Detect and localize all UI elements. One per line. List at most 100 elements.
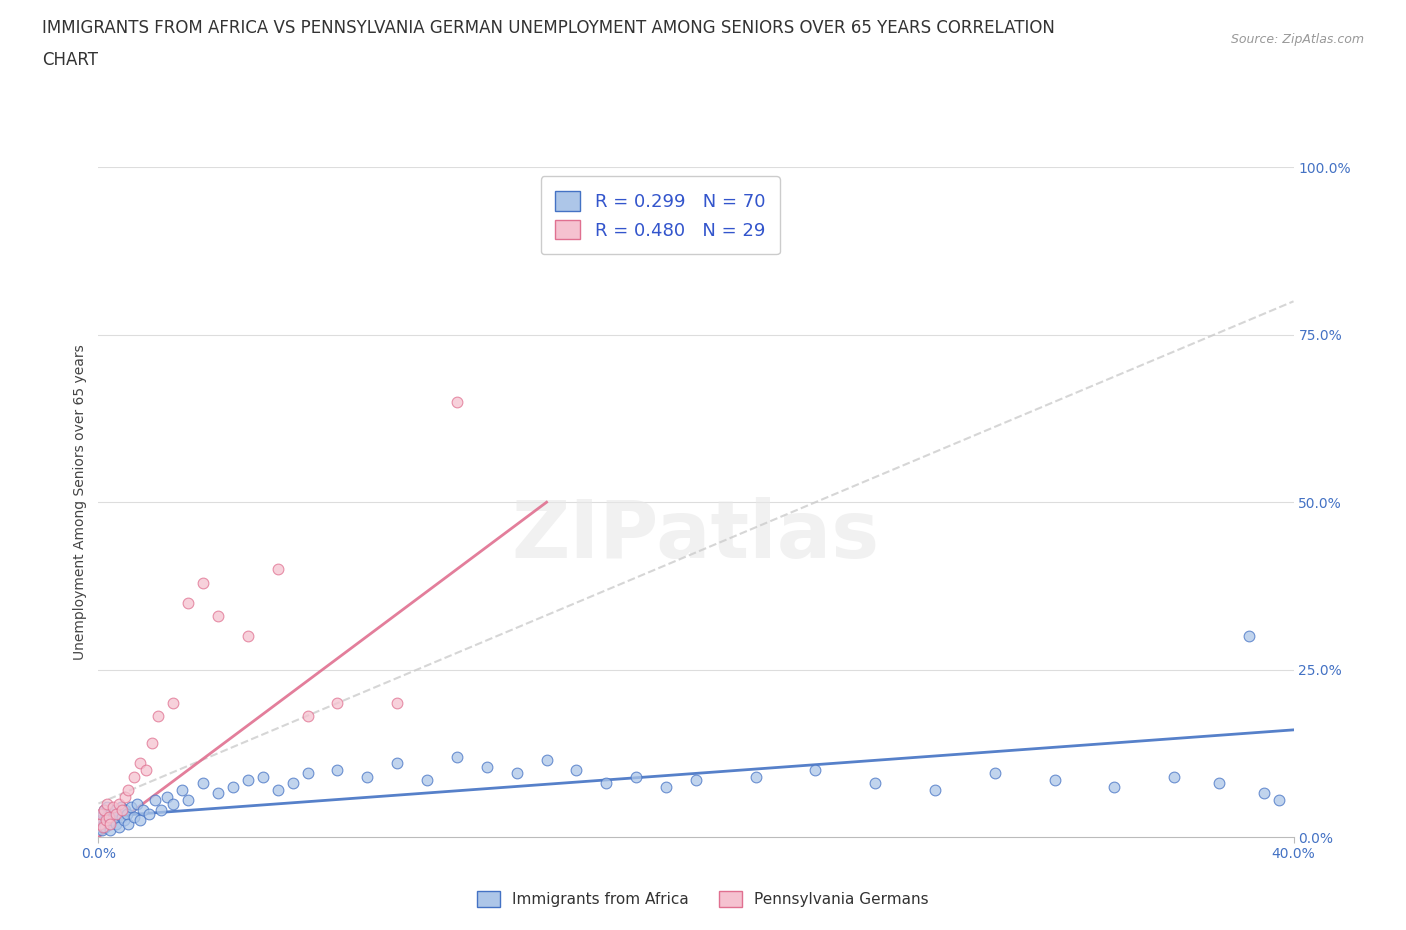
Legend: R = 0.299   N = 70, R = 0.480   N = 29: R = 0.299 N = 70, R = 0.480 N = 29 — [540, 177, 780, 254]
Point — [236, 629, 259, 644]
Point — [267, 783, 290, 798]
Point — [804, 763, 827, 777]
Point — [281, 776, 304, 790]
Point — [177, 595, 200, 610]
Point — [96, 813, 118, 828]
Point — [108, 796, 131, 811]
Point — [100, 823, 122, 838]
Point — [446, 394, 468, 409]
Point — [111, 809, 134, 824]
Point — [93, 803, 115, 817]
Point — [924, 783, 946, 798]
Point — [129, 756, 152, 771]
Point — [115, 806, 138, 821]
Point — [90, 806, 112, 821]
Point — [89, 819, 111, 834]
Point — [655, 779, 678, 794]
Point — [114, 790, 136, 804]
Point — [162, 796, 184, 811]
Point — [207, 786, 229, 801]
Text: IMMIGRANTS FROM AFRICA VS PENNSYLVANIA GERMAN UNEMPLOYMENT AMONG SENIORS OVER 65: IMMIGRANTS FROM AFRICA VS PENNSYLVANIA G… — [42, 19, 1054, 36]
Point — [96, 800, 118, 815]
Point — [89, 817, 111, 831]
Point — [132, 803, 155, 817]
Point — [94, 819, 117, 834]
Text: Source: ZipAtlas.com: Source: ZipAtlas.com — [1230, 33, 1364, 46]
Point — [105, 806, 128, 821]
Point — [297, 709, 319, 724]
Point — [506, 766, 529, 781]
Point — [104, 803, 127, 817]
Point — [94, 809, 117, 824]
Point — [267, 562, 290, 577]
Point — [150, 803, 173, 817]
Point — [111, 803, 134, 817]
Point — [97, 817, 120, 831]
Point — [162, 696, 184, 711]
Legend: Immigrants from Africa, Pennsylvania Germans: Immigrants from Africa, Pennsylvania Ger… — [471, 884, 935, 913]
Point — [745, 769, 768, 784]
Point — [326, 696, 349, 711]
Point — [984, 766, 1007, 781]
Point — [117, 783, 139, 798]
Point — [207, 608, 229, 623]
Point — [416, 773, 439, 788]
Point — [191, 776, 214, 790]
Point — [177, 792, 200, 807]
Point — [94, 813, 117, 828]
Text: CHART: CHART — [42, 51, 98, 69]
Point — [1208, 776, 1230, 790]
Point — [156, 790, 179, 804]
Point — [385, 756, 409, 771]
Point — [93, 803, 115, 817]
Point — [1237, 629, 1260, 644]
Point — [222, 779, 245, 794]
Point — [536, 752, 558, 767]
Point — [475, 759, 498, 774]
Point — [91, 819, 114, 834]
Point — [385, 696, 409, 711]
Point — [626, 769, 648, 784]
Point — [1043, 773, 1066, 788]
Point — [1163, 769, 1185, 784]
Point — [1267, 792, 1289, 807]
Point — [191, 575, 214, 590]
Point — [356, 769, 378, 784]
Point — [252, 769, 274, 784]
Point — [129, 813, 152, 828]
Point — [93, 817, 115, 831]
Point — [326, 763, 349, 777]
Point — [103, 800, 125, 815]
Point — [98, 806, 121, 821]
Point — [297, 766, 319, 781]
Point — [107, 806, 129, 821]
Point — [90, 813, 112, 828]
Text: ZIPatlas: ZIPatlas — [512, 497, 880, 575]
Point — [112, 813, 135, 828]
Point — [120, 800, 142, 815]
Point — [91, 823, 114, 838]
Point — [138, 806, 160, 821]
Point — [100, 817, 122, 831]
Point — [127, 796, 149, 811]
Point — [124, 769, 146, 784]
Point — [117, 817, 139, 831]
Point — [101, 813, 124, 828]
Point — [863, 776, 887, 790]
Point — [135, 763, 157, 777]
Point — [1253, 786, 1275, 801]
Point — [148, 709, 170, 724]
Point — [124, 809, 146, 824]
Point — [110, 800, 132, 815]
Point — [1102, 779, 1125, 794]
Point — [141, 736, 163, 751]
Point — [91, 806, 114, 821]
Point — [595, 776, 617, 790]
Point — [114, 803, 136, 817]
Point — [103, 809, 125, 824]
Point — [565, 763, 588, 777]
Y-axis label: Unemployment Among Seniors over 65 years: Unemployment Among Seniors over 65 years — [73, 344, 87, 660]
Point — [143, 792, 166, 807]
Point — [97, 809, 120, 824]
Point — [96, 796, 118, 811]
